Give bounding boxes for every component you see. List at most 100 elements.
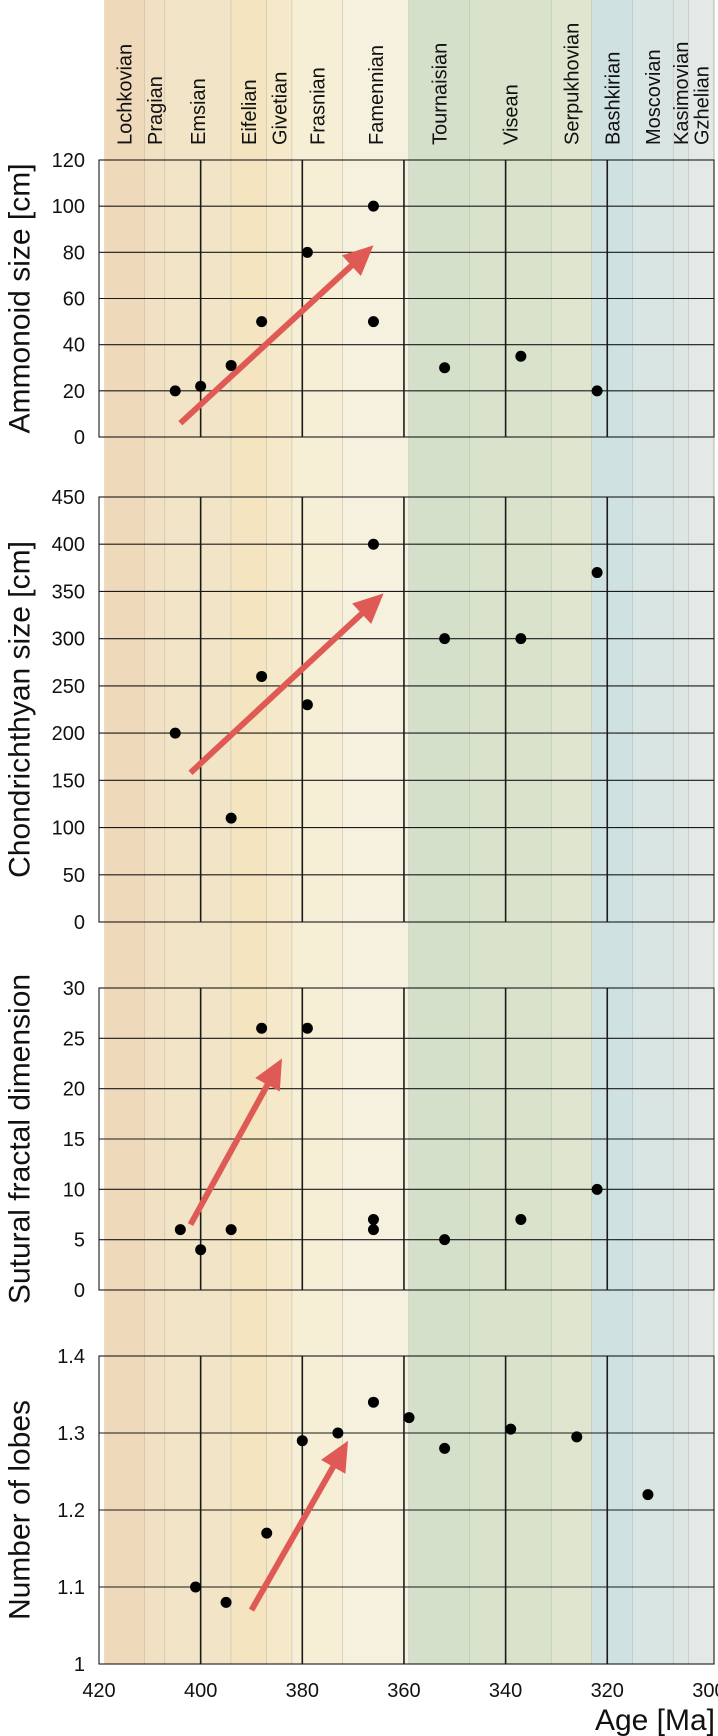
- y-tick-label: 1.1: [57, 1577, 85, 1599]
- trend-arrow-shaft: [248, 1463, 337, 1612]
- y-tick-label: 0: [74, 427, 85, 449]
- trend-arrow-head: [352, 593, 384, 625]
- data-point: [515, 350, 527, 362]
- data-point: [515, 1214, 527, 1226]
- data-point: [505, 1423, 517, 1435]
- y-tick-label: 20: [63, 1079, 85, 1101]
- y-tick-label: 200: [52, 723, 85, 745]
- data-point: [195, 380, 207, 392]
- y-tick-label: 250: [52, 676, 85, 698]
- stage-band-gzhelian: [688, 0, 714, 1664]
- stage-band-bashkirian: [592, 0, 633, 1664]
- stage-label-lochkovian: Lochkovian: [114, 44, 136, 145]
- y-tick-label: 1: [74, 1654, 85, 1676]
- trend-arrow-head: [321, 1440, 349, 1474]
- x-tick-label: 380: [286, 1680, 319, 1702]
- x-tick-label: 320: [591, 1680, 624, 1702]
- data-point: [642, 1489, 654, 1501]
- data-point: [367, 1214, 379, 1226]
- data-point: [301, 246, 313, 258]
- stage-label-visean: Visean: [501, 84, 523, 145]
- y-tick-label: 80: [63, 242, 85, 264]
- x-tick-label: 340: [489, 1680, 522, 1702]
- y-tick-label: 300: [52, 629, 85, 651]
- data-point: [301, 1022, 313, 1034]
- stage-band-lochkovian: [104, 0, 145, 1664]
- data-point: [367, 538, 379, 550]
- trend-arrow-shaft: [178, 262, 355, 426]
- plot-frame: [98, 987, 715, 1291]
- data-point: [439, 1442, 451, 1454]
- y-tick-label: 0: [74, 1280, 85, 1302]
- panel-chondrichthyan-size-cm: 0 50 100 150 200 250 300 350 400 450 Chondrichthya…: [4, 487, 715, 934]
- data-point: [169, 385, 181, 397]
- data-point: [169, 727, 181, 739]
- y-tick-label: 1.3: [57, 1423, 85, 1445]
- stage-band-emsian: [165, 0, 232, 1664]
- y-tick-label: 1.2: [57, 1500, 85, 1522]
- stage-band-serpukhovian: [551, 0, 593, 1664]
- stage-label-bashkirian: Bashkirian: [602, 52, 624, 145]
- data-point: [225, 359, 237, 371]
- y-tick-label: 10: [63, 1179, 85, 1201]
- trend-arrow-shaft: [188, 610, 366, 775]
- stage-label-frasnian: Frasnian: [308, 67, 330, 145]
- panel-ammonoid-size-cm: 0 20 40 60 80 100 120 Ammonoid size [cm]: [4, 150, 715, 449]
- data-point: [515, 633, 527, 645]
- stage-band-givetian: [266, 0, 293, 1664]
- stage-bands: [104, 0, 715, 1664]
- stage-label-pragian: Pragian: [145, 76, 167, 145]
- data-point: [439, 633, 451, 645]
- data-point: [261, 1527, 273, 1539]
- data-point: [256, 670, 268, 682]
- y-tick-label: 5: [74, 1230, 85, 1252]
- y-tick-label: 100: [52, 196, 85, 218]
- panel-sutural-fractal-dimension: 0 5 10 15 20 25 30 Sutural fractal dimension: [4, 974, 715, 1304]
- data-point: [332, 1427, 344, 1439]
- data-point: [403, 1412, 415, 1424]
- y-tick-label: 0: [74, 912, 85, 934]
- stage-label-gzhelian: Gzhelian: [691, 66, 713, 145]
- data-point: [225, 1224, 237, 1236]
- y-tick-label: 350: [52, 581, 85, 603]
- stage-label-givetian: Givetian: [269, 72, 291, 145]
- data-point: [367, 316, 379, 328]
- stage-band-famennian: [342, 0, 410, 1664]
- data-point: [591, 385, 603, 397]
- x-tick-label: 360: [387, 1680, 420, 1702]
- plot-frame: [98, 159, 715, 438]
- stage-band-kasimovian: [673, 0, 689, 1664]
- x-axis-label: Age [Ma]: [595, 1704, 715, 1736]
- trend-arrow-shaft: [187, 1081, 272, 1227]
- data-point: [256, 316, 268, 328]
- data-point: [591, 567, 603, 579]
- y-tick-label: 100: [52, 818, 85, 840]
- x-tick-label: 420: [82, 1680, 115, 1702]
- y-tick-label: 450: [52, 487, 85, 509]
- stage-label-tournaisian: Tournaisian: [430, 43, 452, 145]
- data-point: [367, 1396, 379, 1408]
- data-point: [367, 1224, 379, 1236]
- y-tick-label: 40: [63, 335, 85, 357]
- y-tick-label: 150: [52, 770, 85, 792]
- data-point: [439, 1234, 451, 1246]
- data-point: [301, 699, 313, 711]
- stage-label-moscovian: Moscovian: [643, 49, 665, 145]
- y-tick-label: 1.4: [57, 1346, 85, 1368]
- stage-band-moscovian: [632, 0, 674, 1664]
- trend-arrow-head: [255, 1058, 282, 1092]
- data-point: [296, 1435, 308, 1447]
- data-point: [195, 1244, 207, 1256]
- y-tick-label: 60: [63, 289, 85, 311]
- x-tick-label: 400: [184, 1680, 217, 1702]
- data-point: [571, 1431, 583, 1443]
- stage-band-frasnian: [292, 0, 343, 1664]
- stage-band-pragian: [144, 0, 166, 1664]
- stage-label-serpukhovian: Serpukhovian: [562, 23, 584, 145]
- x-axis: Age [Ma] 420 400 380 360 340 320 300: [82, 1680, 718, 1736]
- data-point: [439, 362, 451, 374]
- y-axis-label: Ammonoid size [cm]: [4, 163, 37, 433]
- plot-frame: [98, 1355, 715, 1665]
